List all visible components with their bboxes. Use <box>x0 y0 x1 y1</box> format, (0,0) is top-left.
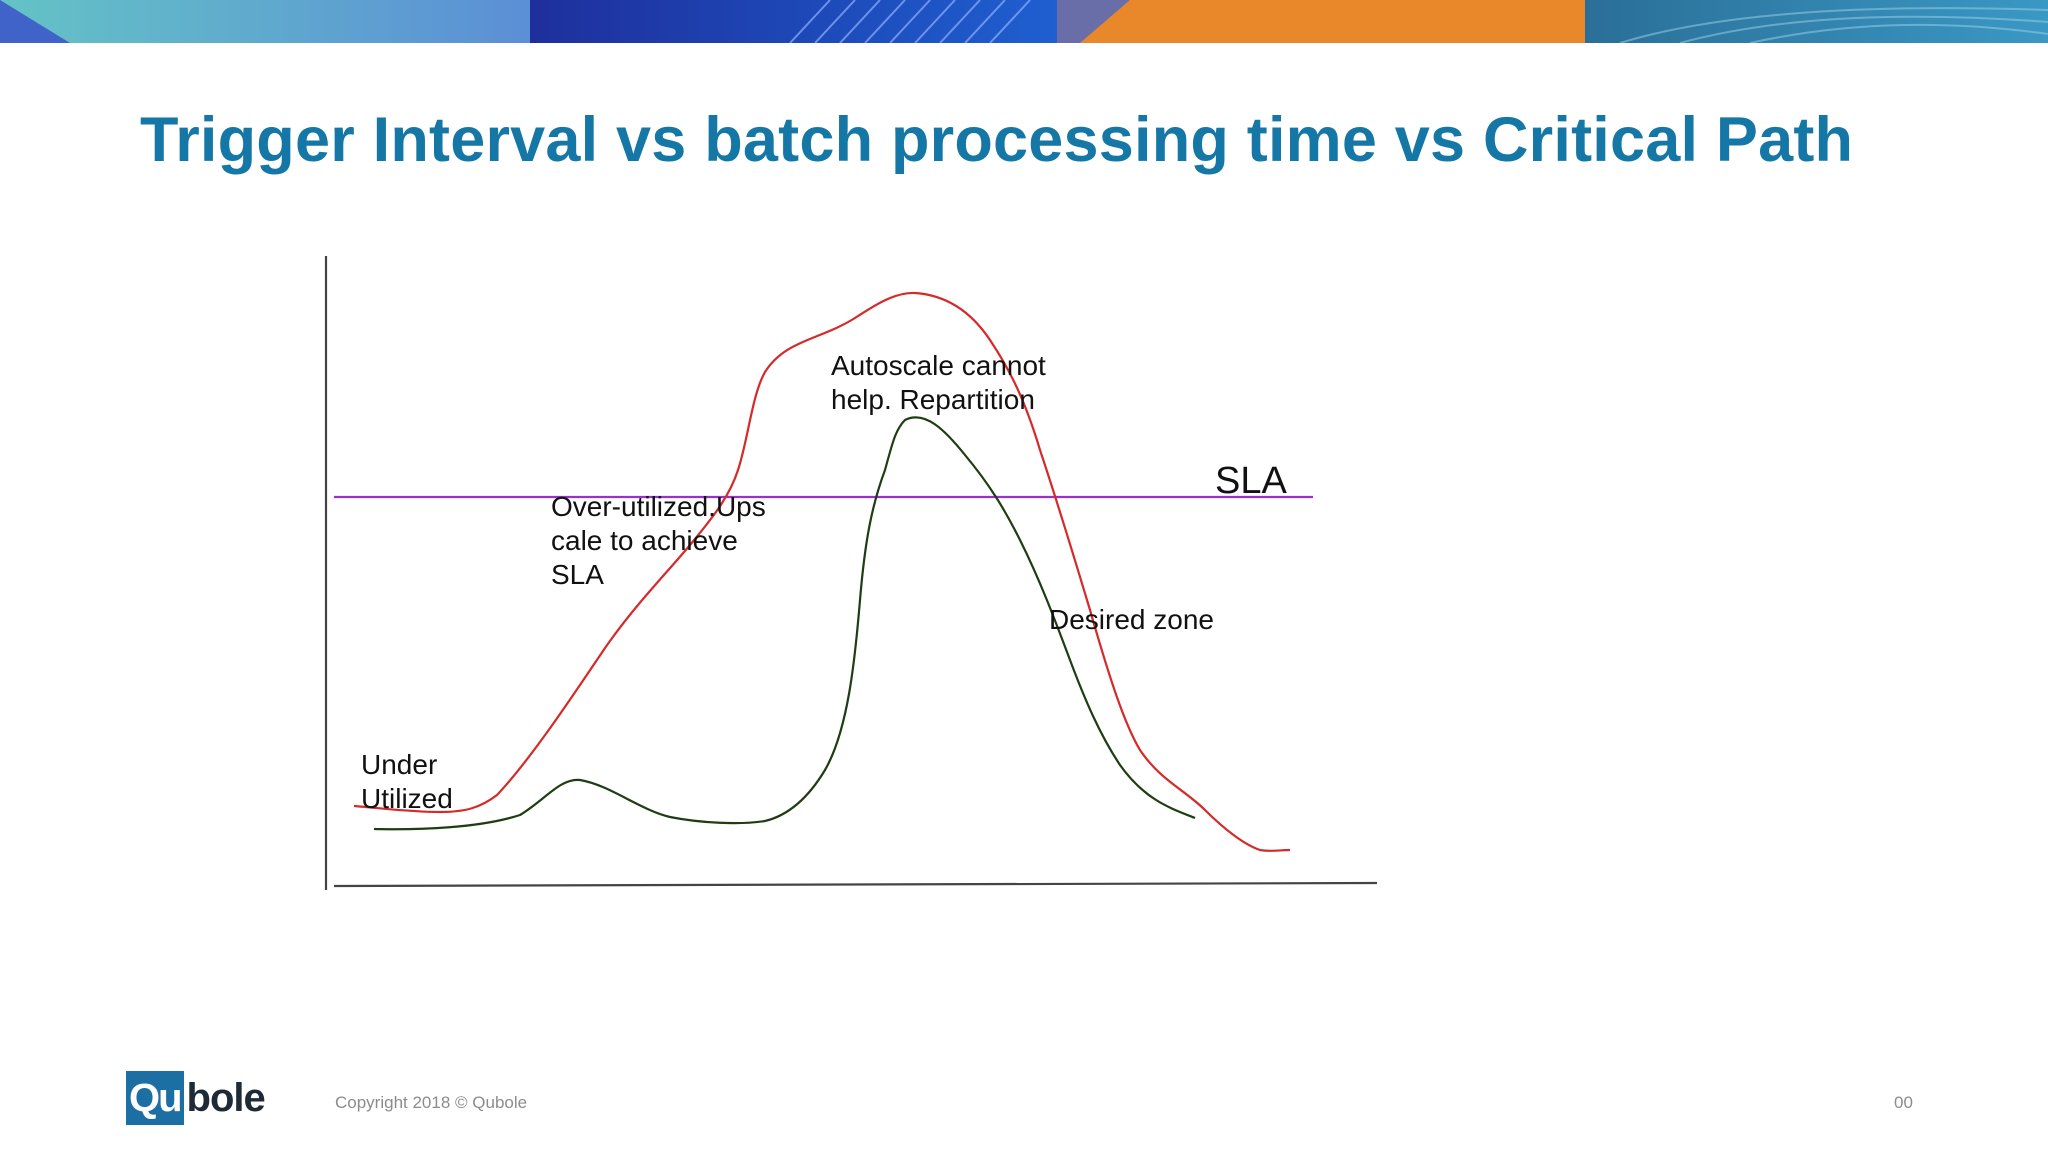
annotation-line: Autoscale cannot <box>831 350 1046 381</box>
annotation-line: help. Repartition <box>831 384 1035 415</box>
annotation-line: Over-utilized.Ups <box>551 491 766 522</box>
batch-processing-time-curve <box>353 291 1291 852</box>
top-banner <box>0 0 2048 43</box>
annotation-line: SLA <box>551 559 604 590</box>
annotation-autoscale: Autoscale cannot help. Repartition <box>831 349 1046 417</box>
annotation-line: Under <box>361 749 438 780</box>
x-axis <box>333 881 1378 888</box>
annotation-over-utilized: Over-utilized.Ups cale to achieve SLA <box>551 490 766 592</box>
slide-title: Trigger Interval vs batch processing tim… <box>140 105 1854 175</box>
annotation-desired-zone: Desired zone <box>1049 604 1214 635</box>
qubole-logo: Qu bole <box>126 1071 266 1125</box>
annotation-line: Utilized <box>361 783 453 814</box>
logo-wordmark: bole <box>186 1076 266 1120</box>
logo-mark: Qu <box>126 1071 184 1125</box>
annotation-under-utilized: Under Utilized <box>361 748 453 816</box>
trigger-interval-curve <box>373 416 1196 831</box>
copyright-notice: Copyright 2018 © Qubole <box>335 1093 528 1112</box>
page-number: 00 <box>1894 1093 1913 1112</box>
sla-label: SLA <box>1215 460 1287 502</box>
annotation-line: cale to achieve <box>551 525 738 556</box>
